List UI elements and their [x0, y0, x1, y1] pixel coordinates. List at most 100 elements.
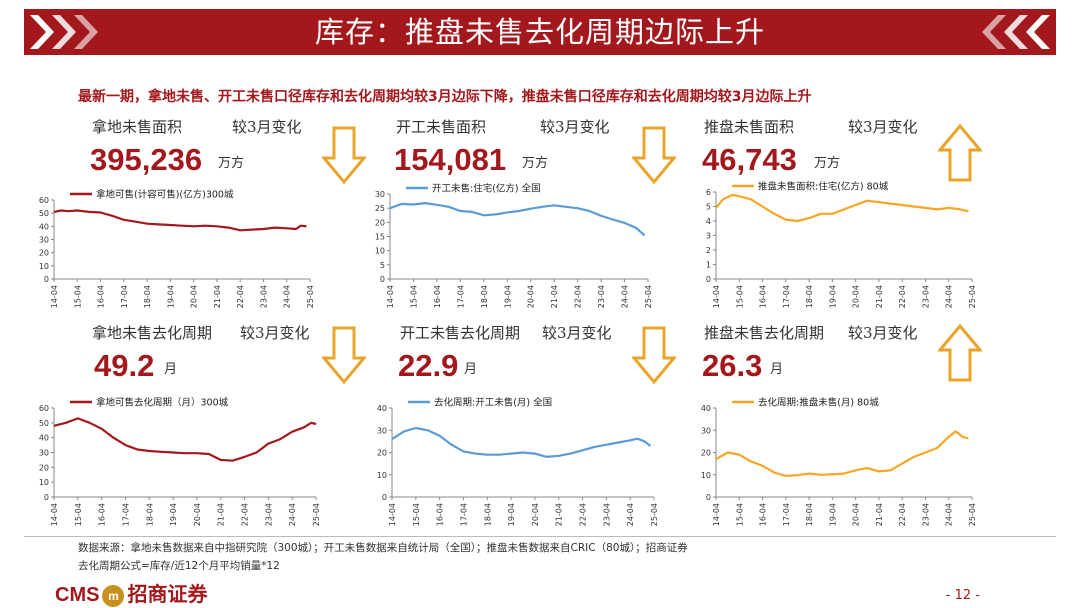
x-tick-label: 24-04 [626, 503, 635, 526]
x-tick-label: 18-04 [480, 285, 489, 308]
x-tick-label: 19-04 [503, 285, 512, 308]
y-tick-label: 40 [39, 222, 49, 231]
x-tick-label: 17-04 [459, 503, 468, 526]
y-tick-label: 6 [706, 188, 711, 197]
y-tick-label: 30 [377, 426, 387, 435]
y-tick-label: 60 [39, 196, 49, 205]
y-tick-label: 10 [39, 262, 49, 271]
page-title: 库存：推盘未售去化周期边际上升 [314, 15, 765, 49]
panel-label: 拿地未售面积 [92, 118, 183, 136]
y-tick-label: 60 [39, 404, 49, 413]
x-tick-label: 19-04 [828, 503, 837, 526]
x-tick-label: 17-04 [121, 503, 130, 526]
panel-value: 395,236 [90, 142, 203, 177]
panel-label: 推盘未售面积 [704, 118, 795, 136]
y-tick-label: 20 [701, 449, 711, 458]
y-tick-label: 30 [701, 426, 711, 435]
series-line [391, 426, 652, 458]
x-tick-label: 24-04 [945, 503, 954, 526]
down-arrow-icon [322, 326, 366, 384]
y-tick-label: 10 [377, 471, 387, 480]
panel-change-label: 较3月变化 [240, 324, 310, 342]
y-tick-label: 0 [44, 493, 49, 502]
y-tick-label: 4 [706, 217, 711, 226]
x-tick-label: 18-04 [805, 503, 814, 526]
x-tick-label: 15-04 [73, 285, 82, 308]
x-tick-label: 20-04 [852, 503, 861, 526]
line-chart-land-inventory: 0 10 20 30 40 50 60 14-04 15-04 16-04 17-04 18-04 19… [39, 189, 315, 309]
y-tick-label: 0 [380, 275, 385, 284]
x-tick-label: 14-04 [712, 503, 721, 526]
panel-label: 拿地未售去化周期 [92, 324, 213, 342]
x-tick-label: 21-04 [875, 503, 884, 526]
x-tick-label: 23-04 [259, 285, 268, 308]
x-tick-label: 22-04 [241, 503, 250, 526]
chevrons-right-icon [982, 15, 1050, 49]
y-tick-label: 50 [39, 209, 49, 218]
legend-label: 拿地可售(计容可售)(亿方)300城 [96, 189, 234, 201]
y-tick-label: 50 [39, 419, 49, 428]
x-tick-label: 15-04 [735, 285, 744, 308]
x-tick-label: 16-04 [759, 503, 768, 526]
x-tick-label: 18-04 [145, 503, 154, 526]
x-tick-label: 20-04 [852, 285, 861, 308]
y-tick-label: 0 [382, 493, 387, 502]
x-tick-label: 20-04 [193, 503, 202, 526]
x-tick-label: 19-04 [828, 285, 837, 308]
panel-value: 49.2 [94, 348, 155, 383]
x-tick-label: 25-04 [968, 285, 977, 308]
y-tick-label: 20 [377, 449, 387, 458]
line-chart-launch-inventory: 0 1 2 3 4 5 6 14-04 15-04 16-04 17-04 18-04 19-04 20-… [706, 181, 977, 309]
x-tick-label: 14-04 [50, 503, 59, 526]
y-tick-label: 1 [706, 261, 711, 270]
panel-change-label: 较3月变化 [232, 118, 302, 136]
logo-circle-icon: m [102, 584, 125, 607]
x-tick-label: 25-04 [312, 503, 321, 526]
x-tick-label: 22-04 [236, 285, 245, 308]
y-tick-label: 0 [706, 493, 711, 502]
company-logo: CMS m 招商证券 [55, 578, 207, 607]
y-tick-label: 20 [375, 218, 385, 227]
legend-label: 去化周期:开工未售(月) 全国 [434, 397, 552, 409]
panel-value: 26.3 [702, 348, 763, 383]
y-tick-label: 40 [701, 404, 711, 413]
x-tick-label: 24-04 [283, 285, 292, 308]
x-tick-label: 15-04 [409, 285, 418, 308]
x-tick-label: 21-04 [875, 285, 884, 308]
series-line [715, 430, 969, 477]
x-tick-label: 14-04 [388, 503, 397, 526]
x-tick-label: 23-04 [921, 503, 930, 526]
panel-unit: 万方 [814, 156, 841, 171]
y-tick-label: 0 [44, 275, 49, 284]
x-tick-label: 23-04 [264, 503, 273, 526]
x-tick-label: 23-04 [921, 285, 930, 308]
x-tick-label: 20-04 [531, 503, 540, 526]
line-chart-construction-cycle: 0 10 20 30 40 14-04 15-04 16-04 17-04 18-04 19-04 2… [377, 397, 658, 527]
x-tick-label: 14-04 [386, 285, 395, 308]
x-tick-label: 24-04 [288, 503, 297, 526]
panel-label: 开工未售去化周期 [400, 324, 521, 342]
logo-latin: CMS [55, 584, 100, 606]
x-tick-label: 18-04 [483, 503, 492, 526]
title-banner: 库存：推盘未售去化周期边际上升 [24, 9, 1056, 55]
down-arrow-icon [322, 126, 366, 184]
y-tick-label: 25 [375, 204, 385, 213]
x-tick-label: 18-04 [805, 285, 814, 308]
x-tick-label: 16-04 [759, 285, 768, 308]
up-arrow-icon [938, 324, 982, 382]
y-tick-label: 15 [375, 233, 385, 242]
y-tick-label: 20 [39, 463, 49, 472]
line-chart-launch-cycle: 0 10 20 30 40 14-04 15-04 16-04 17-04 18-04 19-04 2… [701, 397, 977, 527]
x-tick-label: 22-04 [898, 503, 907, 526]
x-tick-label: 21-04 [213, 285, 222, 308]
down-arrow-icon [632, 126, 676, 184]
x-tick-label: 14-04 [712, 285, 721, 308]
page-number: - 12 - [945, 588, 980, 603]
panel-unit: 万方 [218, 156, 245, 171]
y-tick-label: 10 [375, 247, 385, 256]
y-tick-label: 30 [375, 190, 385, 199]
x-tick-label: 20-04 [190, 285, 199, 308]
up-arrow-icon [938, 124, 982, 182]
y-tick-label: 5 [706, 203, 711, 212]
legend-label: 推盘未售面积:住宅(亿方) 80城 [758, 181, 889, 193]
